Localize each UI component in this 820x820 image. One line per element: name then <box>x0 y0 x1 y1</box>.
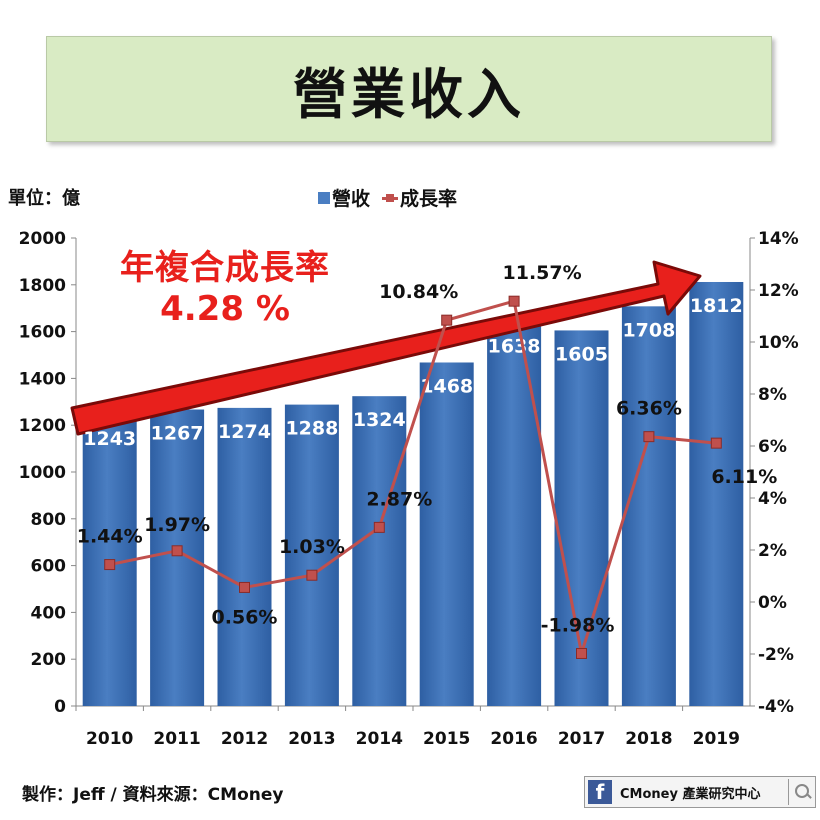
x-tick-label: 2014 <box>356 729 403 749</box>
growth-rate-label: 1.97% <box>144 514 210 536</box>
growth-rate-point <box>171 545 183 557</box>
x-tick-label: 2010 <box>86 729 133 749</box>
cagr-annotation: 年複合成長率 4.28 % <box>120 240 330 329</box>
legend-item-growth: 成長率 <box>382 184 457 211</box>
y-right-tick-label: 2% <box>758 541 787 561</box>
growth-rate-point <box>239 581 250 593</box>
y-left-tick-label: 1400 <box>19 369 66 389</box>
y-left-tick-label: 1200 <box>19 416 66 436</box>
growth-rate-point <box>373 521 385 533</box>
x-tick-label: 2015 <box>423 729 470 749</box>
x-tick-label: 2013 <box>288 729 335 749</box>
revenue-bar-label: 1324 <box>353 409 406 431</box>
revenue-bar-label: 1605 <box>555 343 608 365</box>
legend-bar-swatch <box>318 191 330 204</box>
y-right-tick-label: -4% <box>758 697 794 717</box>
revenue-bar <box>554 330 609 706</box>
y-left-tick-label: 1000 <box>19 463 66 483</box>
growth-rate-label: 1.03% <box>279 536 345 558</box>
y-left-tick-label: 1600 <box>19 323 66 343</box>
growth-rate-point <box>710 437 722 449</box>
growth-rate-label: 6.36% <box>616 398 682 420</box>
y-right-tick-label: 14% <box>758 229 799 249</box>
y-right-tick-label: 0% <box>758 593 787 613</box>
revenue-bar <box>150 409 205 706</box>
facebook-icon: f <box>588 780 612 804</box>
cagr-trend-arrow <box>70 260 702 436</box>
legend: 營收 成長率 <box>318 184 469 211</box>
revenue-bar <box>217 407 272 706</box>
legend-line-swatch <box>382 192 399 204</box>
footer-credit: 製作：Jeff / 資料來源：CMoney <box>22 785 284 805</box>
revenue-bar-label: 1638 <box>488 336 541 358</box>
growth-rate-label: 2.87% <box>366 488 432 510</box>
growth-rate-point <box>306 569 318 581</box>
revenue-bar <box>689 281 744 706</box>
title-banner: 營業收入 <box>46 36 772 142</box>
growth-rate-point <box>643 431 655 443</box>
cagr-label: 年複合成長率 <box>120 248 330 288</box>
revenue-bar <box>284 404 339 706</box>
y-left-tick-label: 800 <box>31 510 67 530</box>
x-tick-label: 2012 <box>221 729 268 749</box>
growth-rate-label: 0.56% <box>212 606 278 628</box>
x-tick-label: 2019 <box>693 729 740 749</box>
y-left-tick-label: 200 <box>31 650 67 670</box>
x-tick-label: 2017 <box>558 729 605 749</box>
cagr-value: 4.28 % <box>160 289 290 329</box>
growth-rate-point <box>441 314 453 326</box>
y-right-tick-label: 4% <box>758 489 787 509</box>
revenue-bar-label: 1243 <box>83 428 136 450</box>
revenue-bar <box>487 322 542 706</box>
revenue-bar <box>621 306 676 706</box>
growth-rate-point <box>508 295 520 307</box>
growth-rate-label: 11.57% <box>503 262 582 284</box>
growth-rate-line <box>109 299 717 654</box>
revenue-bar-label: 1274 <box>218 421 271 443</box>
growth-rate-point <box>576 647 587 659</box>
x-tick-label: 2018 <box>625 729 672 749</box>
revenue-bar-label: 1267 <box>151 423 204 445</box>
y-left-tick-label: 2000 <box>19 229 66 249</box>
growth-rate-label: -1.98% <box>541 614 615 636</box>
y-right-tick-label: 8% <box>758 385 787 405</box>
y-left-tick-label: 400 <box>31 603 67 623</box>
chart-title: 營業收入 <box>293 62 525 126</box>
cmoney-badge[interactable]: f CMoney 產業研究中心 <box>584 776 816 808</box>
revenue-bar-label: 1812 <box>690 295 743 317</box>
y-left-tick-label: 600 <box>31 557 67 577</box>
revenue-bar <box>352 396 407 706</box>
y-right-tick-label: 10% <box>758 333 799 353</box>
y-right-tick-label: 6% <box>758 437 787 457</box>
badge-text: CMoney 產業研究中心 <box>620 786 761 802</box>
x-tick-label: 2016 <box>490 729 537 749</box>
search-icon[interactable] <box>788 779 815 805</box>
growth-rate-label: 6.11% <box>711 466 777 488</box>
revenue-bar-label: 1288 <box>285 418 338 440</box>
y-left-tick-label: 0 <box>54 697 66 717</box>
legend-item-revenue: 營收 <box>318 184 370 211</box>
growth-rate-label: 1.44% <box>77 526 143 548</box>
growth-rate-point <box>104 559 116 571</box>
y-left-tick-label: 1800 <box>19 276 66 296</box>
y-right-tick-label: -2% <box>758 645 794 665</box>
y-right-tick-label: 12% <box>758 281 799 301</box>
revenue-bar <box>419 362 474 706</box>
unit-label: 單位：億 <box>8 188 80 209</box>
legend-bar-label: 營收 <box>332 188 371 210</box>
growth-rate-label: 10.84% <box>379 281 458 303</box>
revenue-bar-label: 1468 <box>420 375 473 397</box>
x-tick-label: 2011 <box>153 729 200 749</box>
legend-line-label: 成長率 <box>400 188 458 210</box>
revenue-bar-label: 1708 <box>622 319 675 341</box>
